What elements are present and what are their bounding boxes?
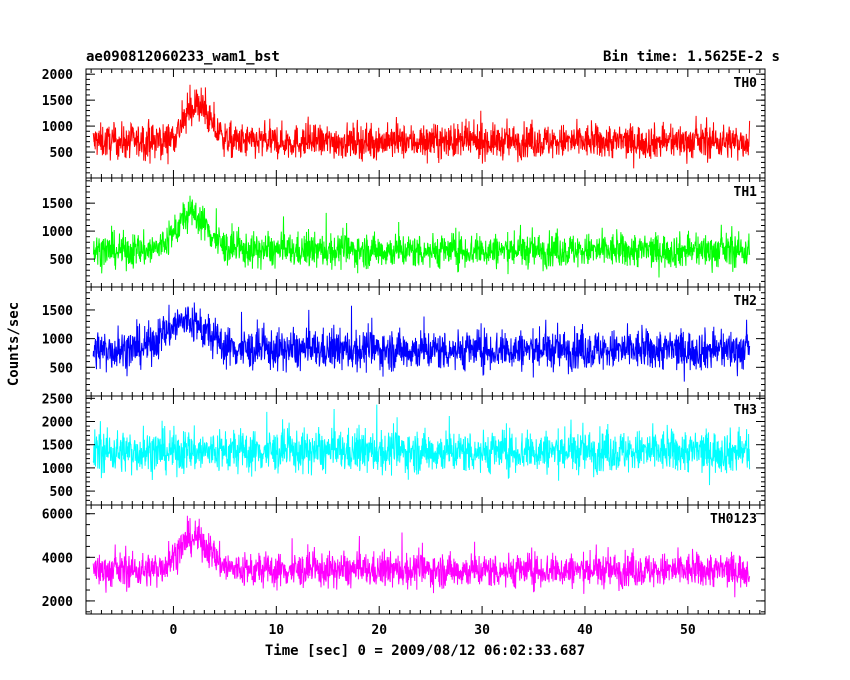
x-tick-label: 40 — [577, 623, 593, 638]
y-tick-label: 1000 — [42, 225, 73, 240]
panel-th0123: TH0123 2000 4000 6000 — [42, 504, 766, 615]
y-tick-label: 4000 — [42, 551, 73, 566]
series-line-th2 — [92, 302, 751, 382]
y-tick-label: 1500 — [42, 197, 73, 212]
panel-th3: TH3 500 1000 1500 2000 2500 — [42, 392, 766, 506]
series-line-th3 — [92, 404, 751, 486]
panels-group: TH0500100015002000TH150010001500TH250010… — [42, 68, 766, 638]
y-tick-label: 500 — [50, 146, 74, 161]
y-tick-label: 500 — [50, 485, 74, 500]
panel-th0: TH0 500 1000 1500 2000 — [42, 68, 766, 179]
bin-time-label: Bin time: 1.5625E-2 s — [603, 49, 780, 65]
series-line-th0123 — [92, 515, 751, 598]
x-tick-label: 20 — [371, 623, 387, 638]
y-tick-label: 2000 — [42, 416, 73, 431]
y-tick-label: 1500 — [42, 304, 73, 319]
y-tick-label: 500 — [50, 253, 74, 268]
panel-label: TH1 — [734, 185, 758, 200]
y-tick-label: 2500 — [42, 392, 73, 407]
x-tick-label: 0 — [170, 623, 178, 638]
x-tick-label: 50 — [680, 623, 696, 638]
y-tick-label: 2000 — [42, 68, 73, 83]
panel-th2: TH2 500 1000 1500 — [42, 286, 766, 397]
chart-title: ae090812060233_wam1_bst — [86, 49, 280, 65]
y-tick-label: 1000 — [42, 333, 73, 348]
series-line-th0 — [92, 84, 751, 169]
y-tick-label: 1500 — [42, 439, 73, 454]
y-tick-label: 1500 — [42, 94, 73, 109]
x-tick-label: 10 — [268, 623, 284, 638]
y-tick-label: 1000 — [42, 462, 73, 477]
panel-label: TH2 — [734, 294, 757, 309]
x-axis-label: Time [sec] 0 = 2009/08/12 06:02:33.687 — [265, 643, 585, 659]
y-tick-label: 6000 — [42, 508, 73, 523]
panel-th1: TH1 500 1000 1500 — [42, 177, 766, 288]
panel-label: TH0 — [734, 76, 758, 91]
panel-frame — [85, 504, 766, 615]
y-axis-label: Counts/sec — [6, 302, 22, 386]
series-line-th1 — [92, 195, 751, 278]
y-tick-label: 500 — [50, 361, 74, 376]
panel-label: TH3 — [734, 403, 757, 418]
x-tick-label: 30 — [474, 623, 490, 638]
y-tick-label: 2000 — [42, 595, 73, 610]
panel-label: TH0123 — [710, 512, 757, 527]
y-tick-label: 1000 — [42, 120, 73, 135]
